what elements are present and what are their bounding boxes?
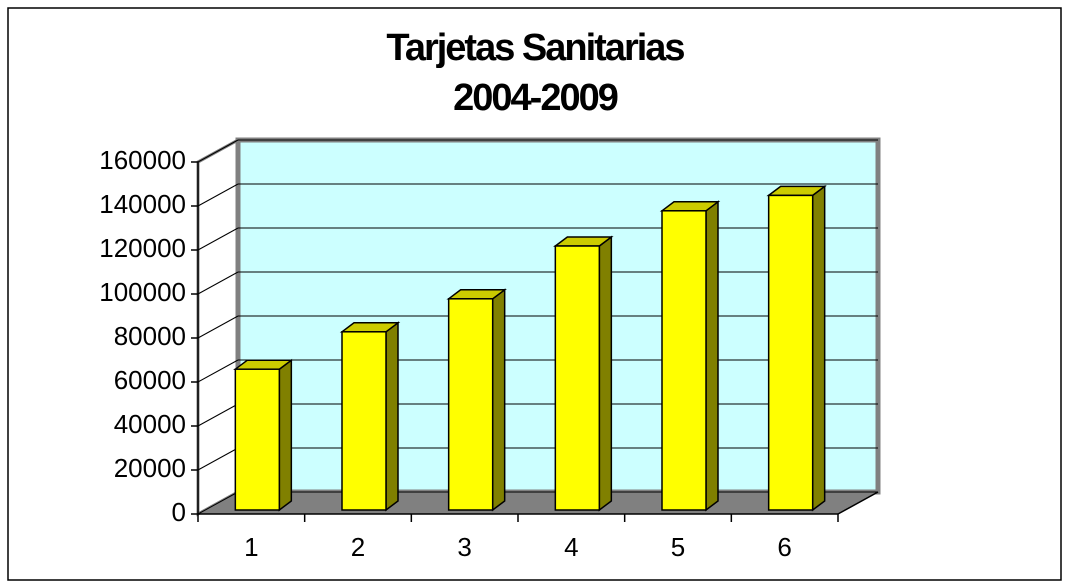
grid-line bbox=[197, 315, 239, 339]
grid-line bbox=[197, 271, 239, 295]
chart-title: 2004-2009 bbox=[453, 77, 618, 119]
y-tick-label: 20000 bbox=[114, 453, 186, 483]
x-tick-label: 6 bbox=[777, 532, 791, 562]
bar bbox=[661, 210, 707, 511]
bar-side bbox=[385, 321, 399, 512]
grid-line bbox=[197, 359, 239, 383]
y-tick-label: 160000 bbox=[99, 145, 186, 175]
bar bbox=[341, 331, 387, 511]
x-tick-label: 2 bbox=[351, 532, 365, 562]
y-tick-label: 40000 bbox=[114, 409, 186, 439]
x-tick-label: 3 bbox=[457, 532, 471, 562]
grid-line bbox=[197, 491, 239, 515]
bar-side bbox=[491, 288, 506, 512]
bar-side bbox=[811, 184, 826, 512]
x-tick-label: 5 bbox=[671, 532, 685, 562]
y-tick-label: 120000 bbox=[99, 233, 186, 263]
x-axis-depth bbox=[837, 491, 879, 515]
y-tick-label: 140000 bbox=[99, 189, 186, 219]
y-tick-label: 0 bbox=[172, 497, 186, 527]
grid-line bbox=[197, 227, 239, 251]
x-tick-label: 1 bbox=[244, 532, 258, 562]
grid-line bbox=[197, 183, 239, 207]
grid-line bbox=[197, 139, 239, 163]
x-tick-label: 4 bbox=[564, 532, 578, 562]
bar bbox=[767, 194, 814, 511]
chart-title: Tarjetas Sanitarias bbox=[386, 27, 684, 69]
bar bbox=[554, 245, 601, 511]
y-tick-label: 60000 bbox=[114, 365, 186, 395]
y-tick-label: 80000 bbox=[114, 321, 186, 351]
bar bbox=[447, 298, 494, 511]
bar bbox=[234, 368, 281, 511]
bar-side bbox=[278, 358, 293, 512]
bar-side bbox=[705, 200, 719, 512]
grid-line bbox=[197, 403, 239, 427]
bar-side bbox=[598, 235, 613, 512]
y-tick-label: 100000 bbox=[99, 277, 186, 307]
grid-line bbox=[197, 447, 239, 471]
